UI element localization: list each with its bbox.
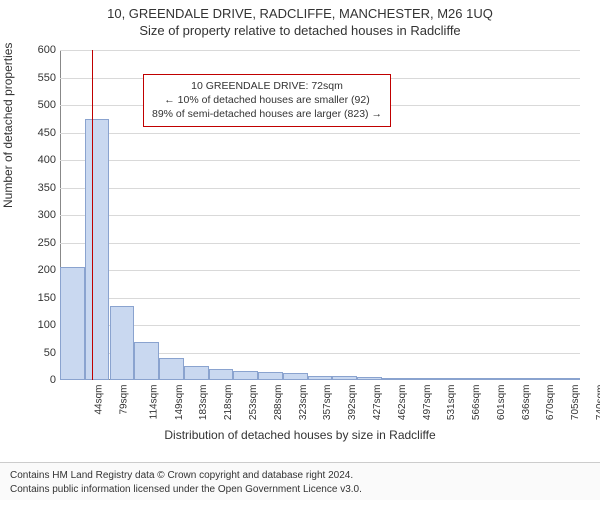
annotation-box: 10 GREENDALE DRIVE: 72sqm← 10% of detach… bbox=[143, 74, 391, 127]
gridline bbox=[60, 243, 580, 244]
y-tick-label: 600 bbox=[16, 44, 56, 56]
gridline bbox=[60, 325, 580, 326]
y-axis-label: Number of detached properties bbox=[1, 43, 15, 208]
histogram-chart: Number of detached properties 10 GREENDA… bbox=[0, 38, 600, 448]
x-tick-label: 218sqm bbox=[223, 385, 234, 421]
x-tick-label: 149sqm bbox=[174, 385, 185, 421]
annotation-line: 89% of semi-detached houses are larger (… bbox=[152, 107, 382, 121]
x-tick-label: 323sqm bbox=[298, 385, 309, 421]
annotation-line: 10 GREENDALE DRIVE: 72sqm bbox=[152, 79, 382, 93]
x-tick-label: 462sqm bbox=[397, 385, 408, 421]
y-tick-label: 0 bbox=[16, 374, 56, 386]
histogram-bar bbox=[555, 378, 580, 380]
gridline bbox=[60, 215, 580, 216]
x-tick-label: 183sqm bbox=[198, 385, 209, 421]
y-tick-label: 450 bbox=[16, 127, 56, 139]
x-tick-label: 636sqm bbox=[521, 385, 532, 421]
histogram-bar bbox=[283, 373, 308, 380]
gridline bbox=[60, 188, 580, 189]
annotation-line: ← 10% of detached houses are smaller (92… bbox=[152, 93, 382, 107]
footer-line2: Contains public information licensed und… bbox=[10, 483, 590, 497]
x-tick-label: 44sqm bbox=[94, 385, 105, 415]
gridline bbox=[60, 133, 580, 134]
x-tick-label: 705sqm bbox=[570, 385, 581, 421]
histogram-bar bbox=[85, 119, 110, 380]
histogram-bar bbox=[481, 378, 506, 380]
x-tick-label: 253sqm bbox=[248, 385, 259, 421]
histogram-bar bbox=[110, 306, 135, 380]
histogram-bar bbox=[233, 371, 258, 380]
footer-line1: Contains HM Land Registry data © Crown c… bbox=[10, 469, 590, 483]
histogram-bar bbox=[431, 378, 456, 380]
histogram-bar bbox=[456, 378, 481, 380]
page-title-line1: 10, GREENDALE DRIVE, RADCLIFFE, MANCHEST… bbox=[0, 6, 600, 21]
y-tick-label: 350 bbox=[16, 182, 56, 194]
x-tick-label: 427sqm bbox=[372, 385, 383, 421]
x-tick-label: 601sqm bbox=[496, 385, 507, 421]
histogram-bar bbox=[332, 376, 357, 380]
y-tick-label: 50 bbox=[16, 347, 56, 359]
x-tick-label: 740sqm bbox=[595, 385, 600, 421]
histogram-bar bbox=[159, 358, 184, 380]
y-tick-label: 250 bbox=[16, 237, 56, 249]
page-title-line2: Size of property relative to detached ho… bbox=[0, 23, 600, 38]
gridline bbox=[60, 160, 580, 161]
histogram-bar bbox=[258, 372, 283, 380]
histogram-bar bbox=[382, 378, 407, 380]
histogram-bar bbox=[506, 378, 531, 380]
gridline bbox=[60, 270, 580, 271]
plot-area: 10 GREENDALE DRIVE: 72sqm← 10% of detach… bbox=[60, 50, 580, 380]
histogram-bar bbox=[134, 342, 159, 381]
histogram-bar bbox=[184, 366, 209, 380]
x-tick-label: 566sqm bbox=[471, 385, 482, 421]
footer: Contains HM Land Registry data © Crown c… bbox=[0, 462, 600, 500]
y-tick-label: 550 bbox=[16, 72, 56, 84]
x-tick-label: 357sqm bbox=[322, 385, 333, 421]
y-tick-label: 500 bbox=[16, 99, 56, 111]
x-tick-label: 392sqm bbox=[347, 385, 358, 421]
y-tick-label: 200 bbox=[16, 264, 56, 276]
x-tick-label: 288sqm bbox=[273, 385, 284, 421]
reference-line bbox=[92, 50, 93, 380]
histogram-bar bbox=[407, 378, 432, 380]
histogram-bar bbox=[530, 378, 555, 380]
histogram-bar bbox=[60, 267, 85, 380]
y-tick-label: 150 bbox=[16, 292, 56, 304]
x-axis-label: Distribution of detached houses by size … bbox=[0, 428, 600, 442]
histogram-bar bbox=[357, 377, 382, 380]
x-tick-label: 497sqm bbox=[422, 385, 433, 421]
gridline bbox=[60, 298, 580, 299]
y-tick-label: 400 bbox=[16, 154, 56, 166]
histogram-bar bbox=[209, 369, 234, 380]
histogram-bar bbox=[308, 376, 333, 380]
gridline bbox=[60, 50, 580, 51]
y-tick-label: 300 bbox=[16, 209, 56, 221]
x-tick-label: 531sqm bbox=[446, 385, 457, 421]
x-tick-label: 79sqm bbox=[119, 385, 130, 415]
y-tick-label: 100 bbox=[16, 319, 56, 331]
x-tick-label: 670sqm bbox=[545, 385, 556, 421]
x-tick-label: 114sqm bbox=[148, 385, 159, 420]
